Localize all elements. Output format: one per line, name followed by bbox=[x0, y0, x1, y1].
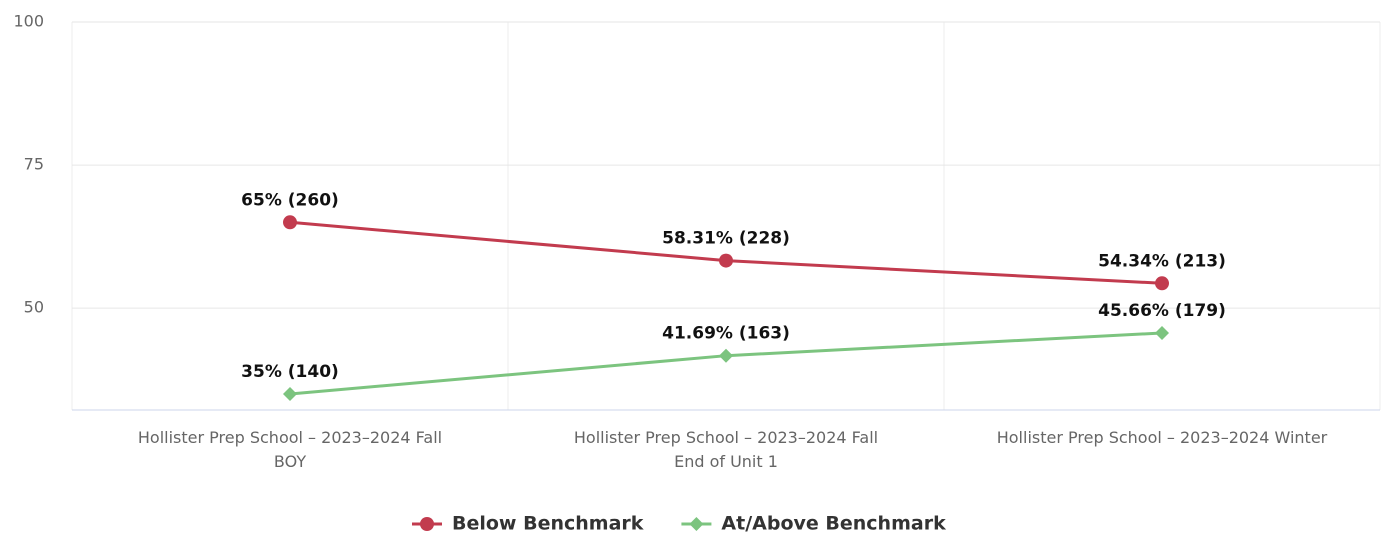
data-label: 45.66% (179) bbox=[1098, 301, 1226, 321]
point bbox=[689, 517, 704, 531]
y-tick-label: 75 bbox=[24, 155, 44, 174]
x-tick-label: Hollister Prep School – 2023–2024 Fall B… bbox=[137, 428, 443, 471]
point bbox=[719, 348, 733, 363]
legend-label: Below Benchmark bbox=[452, 513, 644, 535]
point bbox=[1155, 325, 1169, 340]
x-tick-label: Hollister Prep School – 2023–2024 Fall E… bbox=[573, 428, 879, 471]
point bbox=[283, 215, 297, 230]
data-label: 41.69% (163) bbox=[662, 324, 790, 344]
y-tick-label: 50 bbox=[24, 298, 44, 317]
data-label: 65% (260) bbox=[241, 190, 339, 210]
data-label: 58.31% (228) bbox=[662, 229, 790, 249]
point bbox=[719, 253, 733, 268]
x-tick-label: Hollister Prep School – 2023–2024 Winter bbox=[996, 428, 1328, 447]
y-tick-label: 100 bbox=[13, 12, 44, 31]
point bbox=[283, 386, 297, 401]
data-label: 54.34% (213) bbox=[1098, 251, 1226, 271]
point bbox=[420, 517, 434, 531]
point bbox=[1155, 276, 1169, 291]
data-label: 35% (140) bbox=[241, 362, 339, 382]
legend-label: At/Above Benchmark bbox=[721, 513, 946, 535]
